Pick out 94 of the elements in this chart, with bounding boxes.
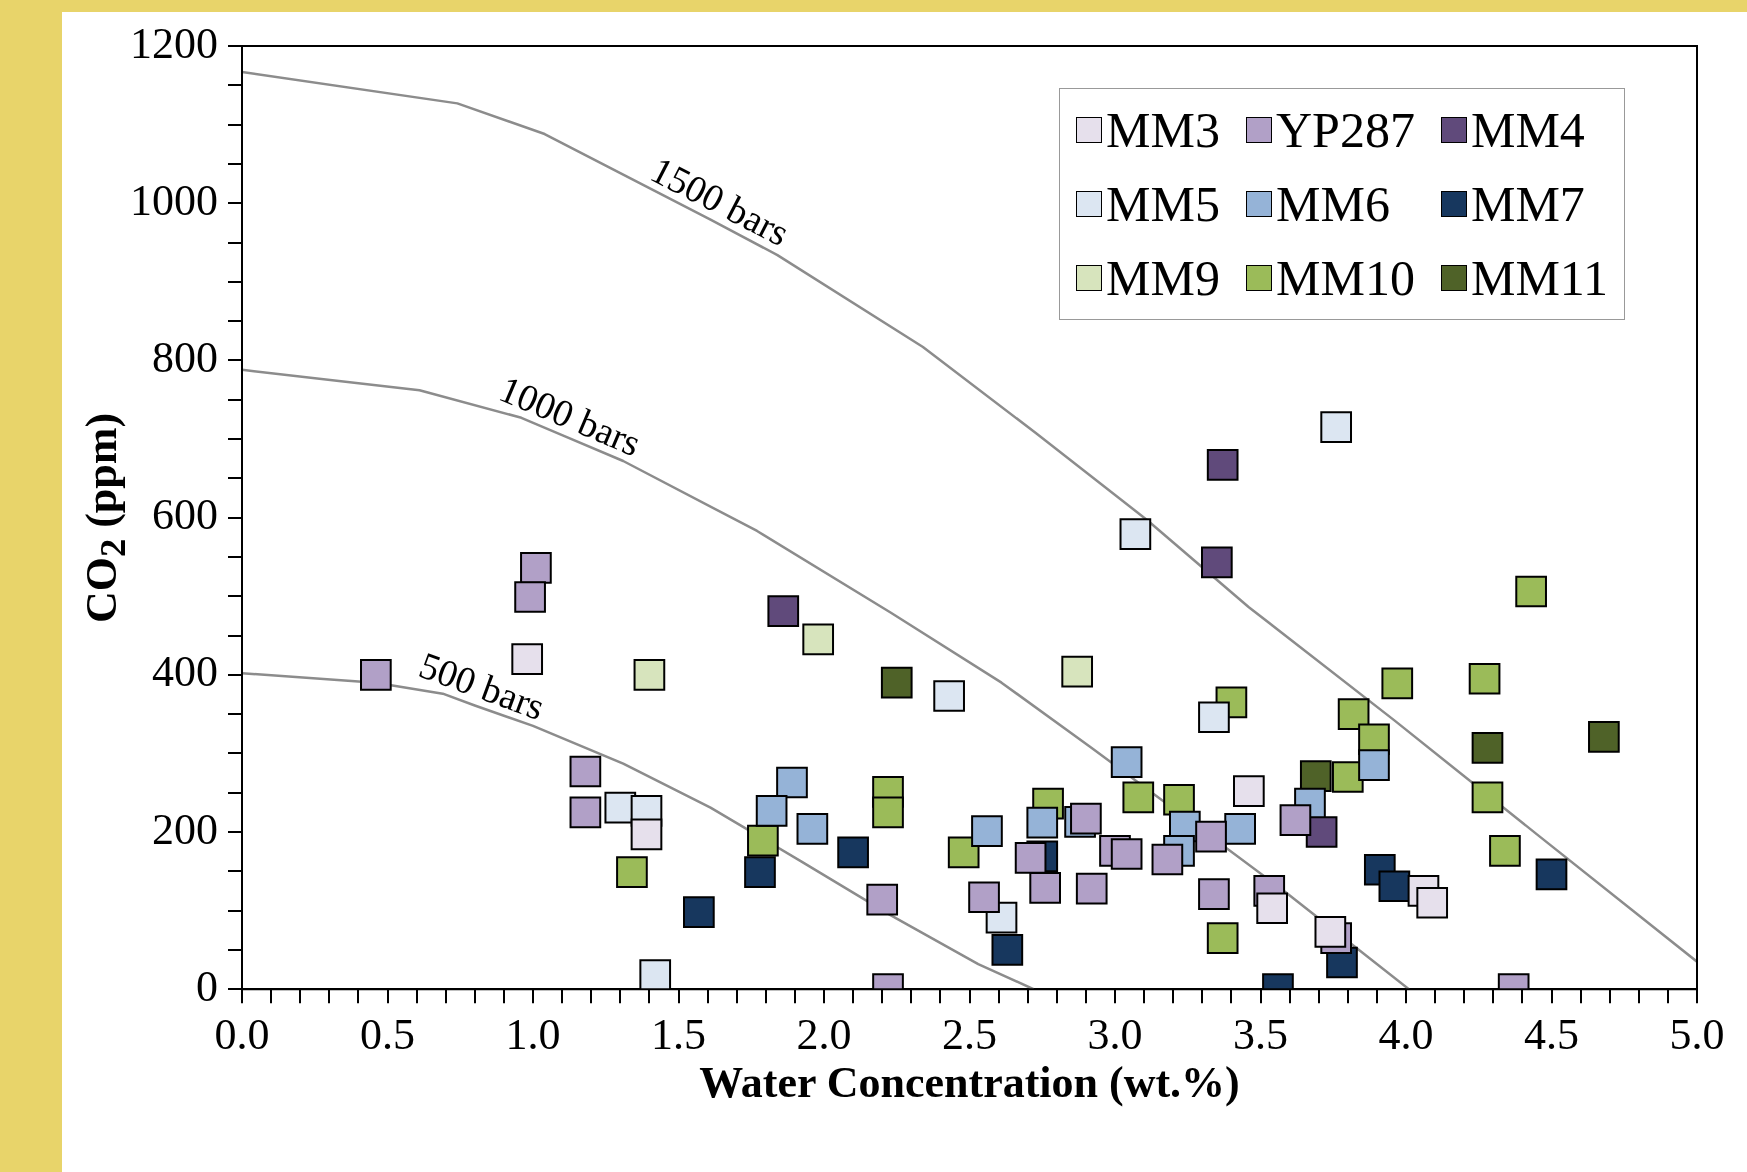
- y-tick-label: 200: [152, 804, 218, 854]
- point: [755, 794, 788, 827]
- annotation: 1500 bars: [644, 148, 796, 254]
- point: [1416, 886, 1449, 919]
- point: [1014, 842, 1047, 874]
- point: [569, 755, 602, 788]
- x-tick-label: 5.0: [1669, 1010, 1725, 1060]
- point: [1206, 449, 1239, 481]
- point: [514, 581, 546, 613]
- point: [1468, 662, 1501, 695]
- point: [1198, 878, 1230, 910]
- point: [1075, 872, 1108, 905]
- x-tick-label: 0.5: [360, 1010, 415, 1060]
- point: [968, 881, 1000, 914]
- legend-label: YP287: [1276, 101, 1415, 160]
- point: [1256, 892, 1288, 925]
- point: [866, 883, 899, 916]
- point: [776, 766, 808, 799]
- point: [1358, 749, 1390, 782]
- point: [1378, 870, 1411, 903]
- point: [1535, 858, 1568, 891]
- y-tick-label: 600: [152, 490, 218, 540]
- point: [744, 856, 776, 888]
- point: [1299, 760, 1332, 793]
- point: [933, 680, 965, 712]
- x-axis-title: Water Concentration (wt.%): [699, 1057, 1240, 1109]
- point: [1195, 820, 1227, 853]
- point: [880, 666, 913, 699]
- point: [1119, 518, 1152, 550]
- legend-label: MM10: [1276, 249, 1415, 308]
- legend-label: MM7: [1470, 175, 1585, 234]
- point: [991, 934, 1024, 966]
- x-tick-label: 1.5: [651, 1010, 706, 1060]
- annotation: 1000 bars: [493, 367, 647, 465]
- point: [1381, 667, 1414, 700]
- legend-label: MM5: [1106, 175, 1221, 234]
- point: [1029, 871, 1062, 904]
- annotation: 500 bars: [413, 643, 551, 728]
- point: [1320, 411, 1353, 444]
- point: [1198, 701, 1230, 734]
- legend-label: MM9: [1106, 249, 1221, 308]
- point: [569, 796, 602, 829]
- point: [616, 856, 648, 888]
- x-tick-label: 2.5: [942, 1010, 997, 1060]
- point: [630, 818, 663, 851]
- legend-label: MM6: [1276, 175, 1390, 234]
- y-tick-label: 0: [196, 961, 218, 1011]
- point: [747, 824, 779, 857]
- point: [1110, 838, 1143, 870]
- point: [802, 623, 835, 656]
- point: [1471, 781, 1504, 814]
- point: [1588, 721, 1620, 753]
- point: [360, 658, 392, 691]
- point: [1314, 915, 1347, 948]
- point: [1026, 806, 1059, 839]
- point: [683, 896, 715, 929]
- point: [511, 643, 544, 675]
- point: [639, 959, 672, 990]
- legend-label: MM11: [1470, 249, 1608, 308]
- point: [1471, 732, 1504, 764]
- point: [1337, 698, 1370, 730]
- point: [1224, 813, 1256, 845]
- point: [796, 813, 829, 845]
- x-tick-label: 4.0: [1378, 1010, 1434, 1060]
- x-tick-label: 1.0: [505, 1010, 561, 1060]
- y-tick-label: 400: [152, 647, 218, 697]
- y-tick-label: 800: [152, 332, 218, 382]
- x-tick-label: 2.0: [796, 1010, 852, 1060]
- legend-label: MM3: [1106, 101, 1221, 160]
- point: [1206, 922, 1239, 954]
- point: [633, 658, 666, 691]
- point: [1151, 843, 1184, 876]
- point: [1279, 804, 1312, 837]
- point: [1061, 655, 1094, 688]
- point: [1070, 802, 1102, 835]
- point: [1489, 835, 1521, 867]
- x-tick-label: 3.5: [1233, 1010, 1288, 1060]
- y-tick-label: 1000: [130, 175, 218, 225]
- x-tick-label: 4.5: [1524, 1010, 1579, 1060]
- x-tick-label: 3.0: [1087, 1010, 1143, 1060]
- point: [947, 836, 980, 869]
- point: [767, 595, 800, 627]
- point: [1122, 781, 1155, 814]
- point: [1233, 775, 1265, 807]
- point: [837, 836, 869, 869]
- point: [1110, 746, 1143, 778]
- point: [520, 552, 552, 584]
- point: [872, 796, 904, 829]
- legend-label: MM4: [1470, 101, 1585, 160]
- point: [971, 815, 1003, 848]
- y-tick-label: 1200: [130, 18, 218, 68]
- point: [1201, 546, 1233, 579]
- point: [1515, 575, 1547, 608]
- x-tick-label: 0.0: [214, 1010, 270, 1060]
